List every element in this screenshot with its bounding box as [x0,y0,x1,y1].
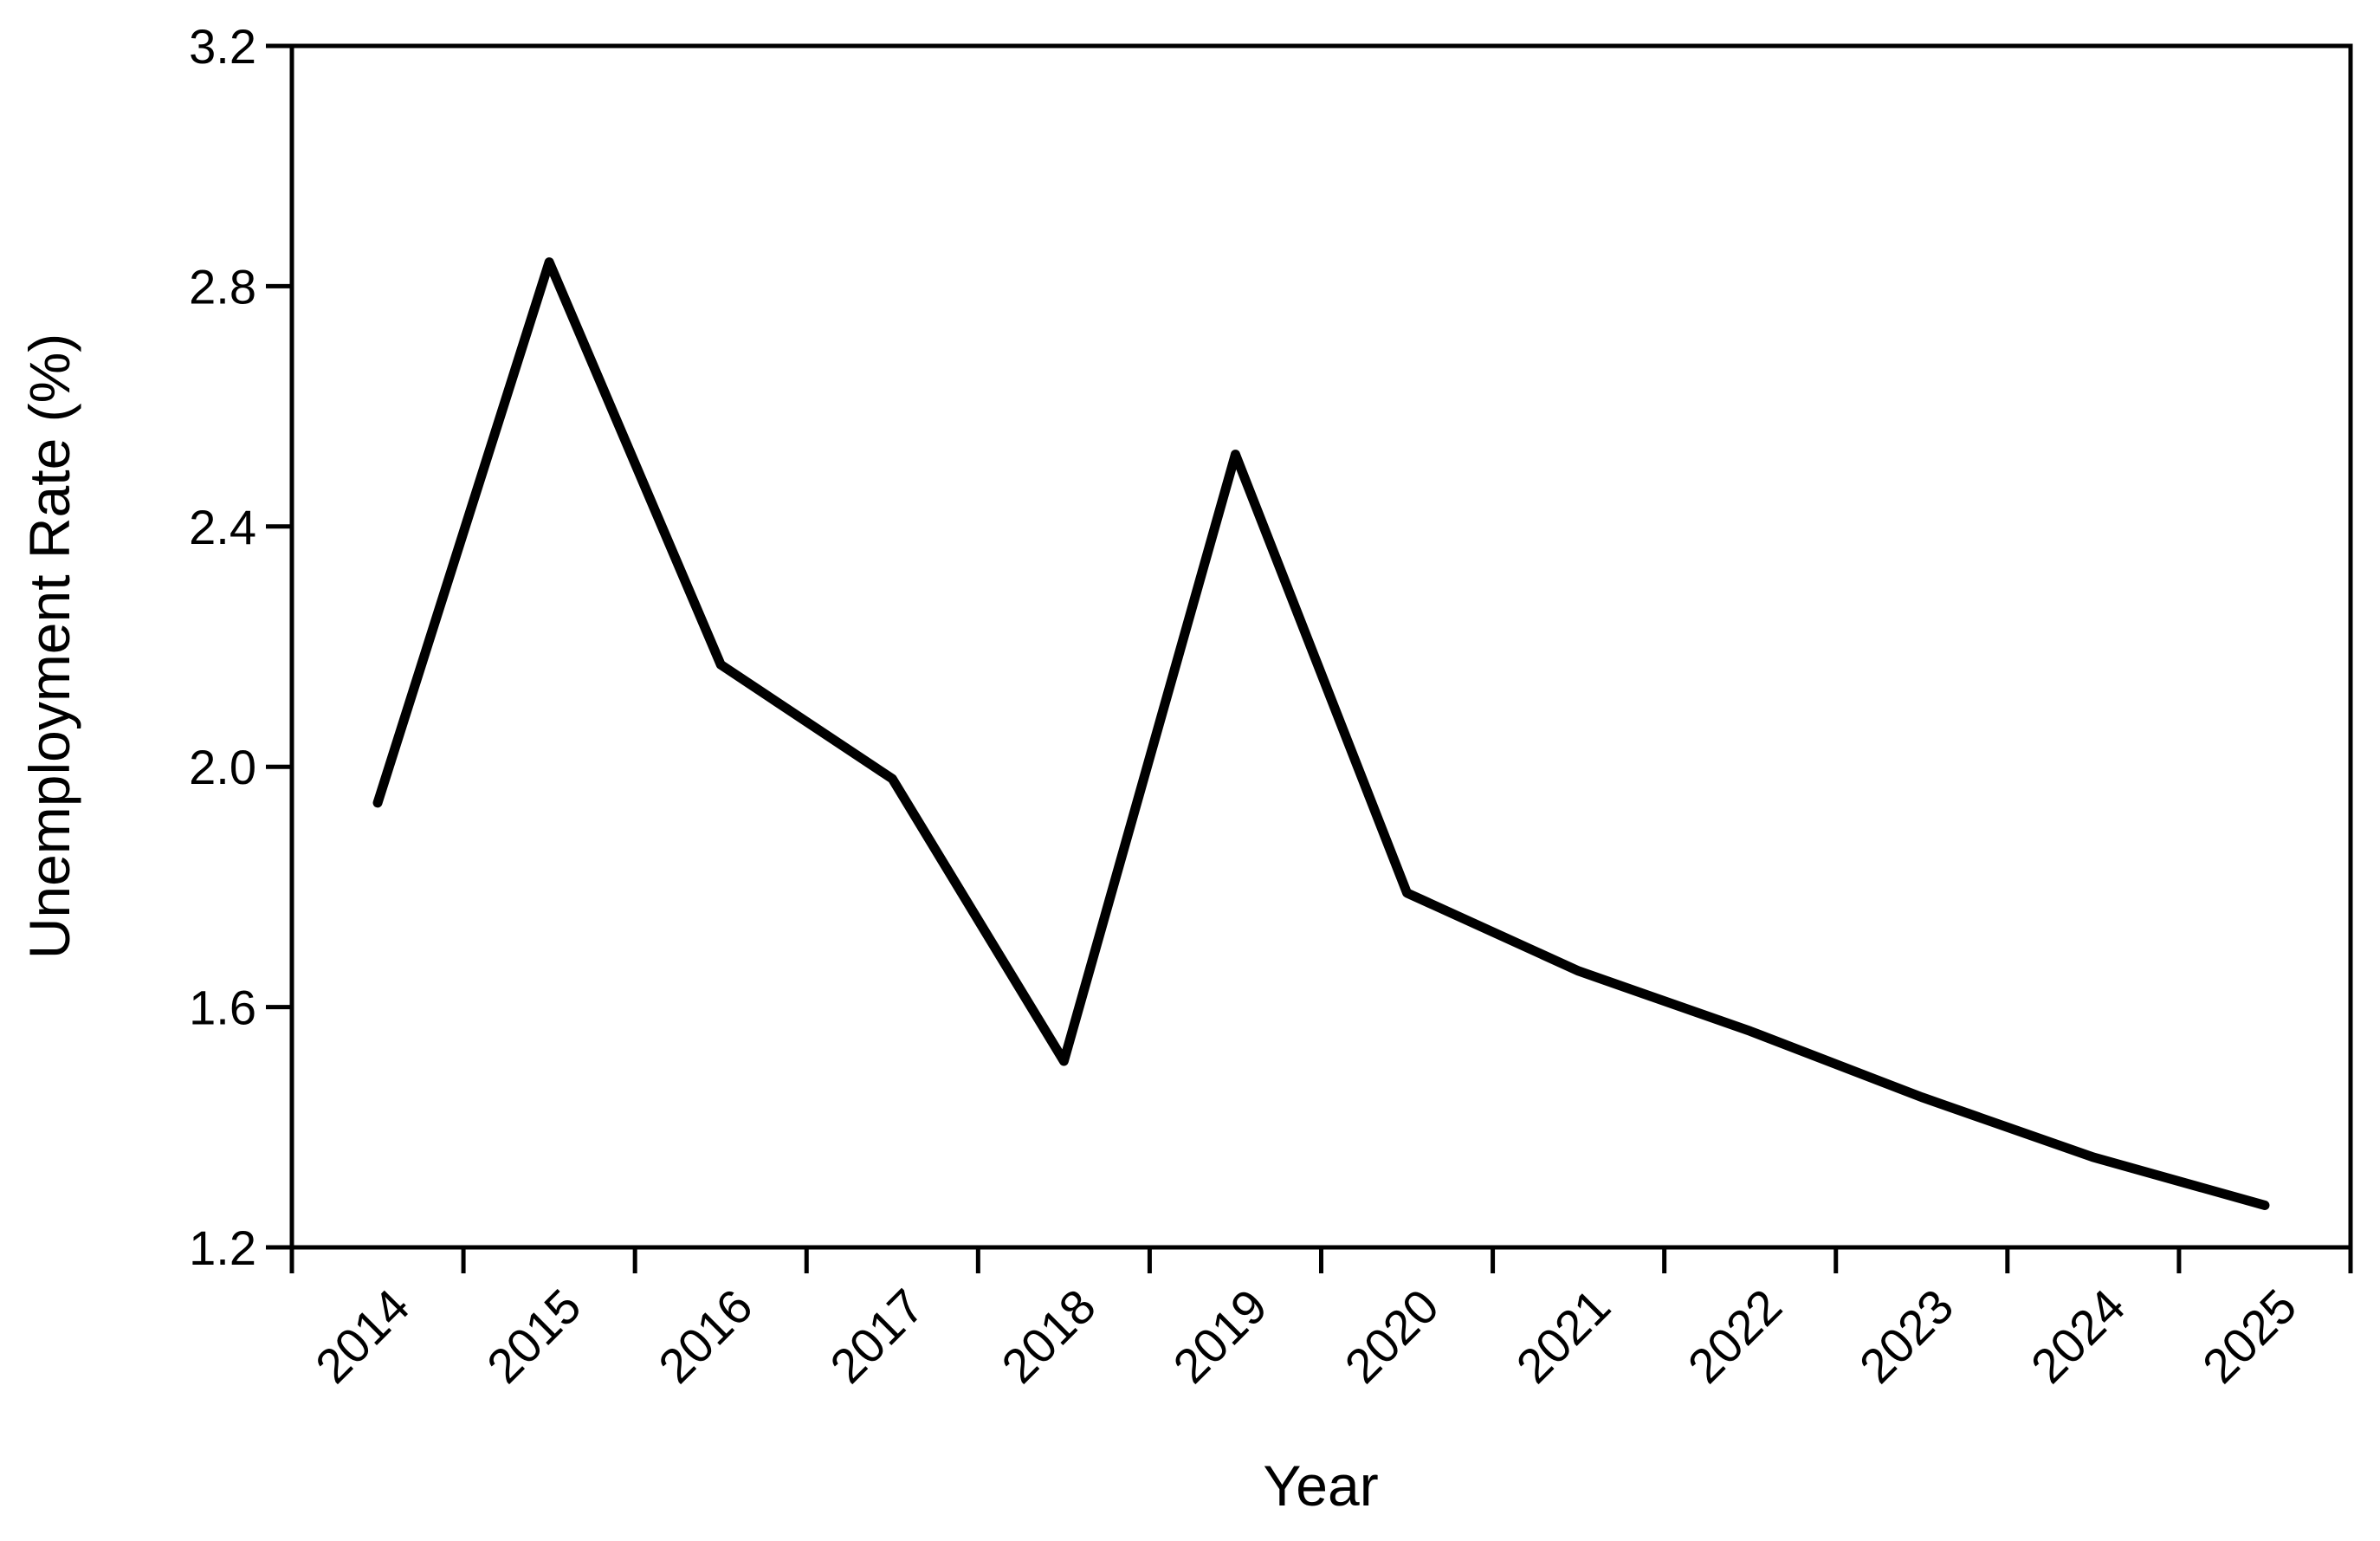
x-tick-label: 2014 [305,1279,420,1394]
data-line-unemployment-rate [372,257,2270,1210]
y-tick-label: 3.2 [189,19,256,74]
x-tick-label: 2016 [648,1279,763,1394]
x-tick-label: 2018 [991,1279,1106,1394]
x-tick-label: 2015 [476,1279,592,1394]
y-tick-label: 1.2 [189,1220,256,1275]
x-tick-label: 2024 [2021,1279,2136,1394]
x-tick-label: 2021 [1505,1279,1620,1394]
x-tick-label: 2017 [819,1279,935,1394]
x-tick-label: 2022 [1678,1279,1793,1394]
x-tick-label: 2020 [1334,1279,1449,1394]
y-tick-label: 2.0 [189,740,256,794]
x-tick-label: 2019 [1162,1279,1277,1394]
y-axis-title: Unemployment Rate (%) [17,333,81,960]
plot-area: 1.2 1.6 2.0 2.4 2.8 3.2 2014 2015 2016 2017 2018 20… [189,19,2353,1394]
y-tick-label: 1.6 [189,981,256,1035]
x-axis-title: Year [1263,1454,1378,1518]
x-tick-label: 2023 [1849,1279,1964,1394]
y-tick-label: 2.4 [189,500,256,554]
plot-frame [289,43,2353,1250]
y-tick-label: 2.8 [189,259,256,314]
x-tick-label: 2025 [2192,1279,2307,1394]
